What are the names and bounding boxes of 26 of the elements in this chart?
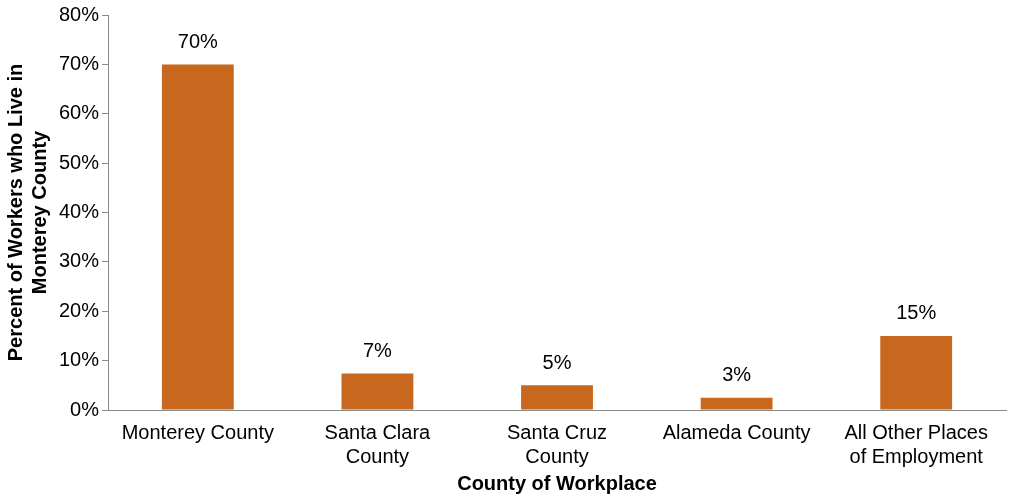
x-tick-label: All Other Places of Employment [844,420,988,467]
x-tick-label: Santa Cruz County [506,420,608,467]
y-axis-title: Percent of Workers who Live in Monterey County [3,63,50,362]
bar [341,373,414,410]
y-tick-label: 10% [59,348,100,371]
y-tick-label: 20% [59,298,100,321]
data-label: 3% [722,363,752,386]
data-label: 7% [362,338,393,361]
x-tick-label: Alameda County [662,420,811,443]
data-label: 15% [896,301,937,324]
y-tick-label: 60% [59,101,100,124]
data-label: 70% [177,29,219,52]
bar [521,385,593,410]
y-tick-label: 50% [59,150,100,173]
y-tick-label: 70% [59,51,100,74]
bar [880,335,953,410]
y-tick-label: 30% [59,249,100,272]
bar [161,64,234,410]
x-axis-title: County of Workplace [457,471,657,494]
y-tick-label: 0% [70,397,100,420]
data-label: 5% [542,350,572,373]
y-tick-label: 80% [59,2,100,25]
y-tick-label: 40% [59,200,100,223]
bar [700,397,773,410]
x-tick-label: Santa Clara County [324,420,432,467]
x-tick-label: Monterey County [121,420,274,443]
